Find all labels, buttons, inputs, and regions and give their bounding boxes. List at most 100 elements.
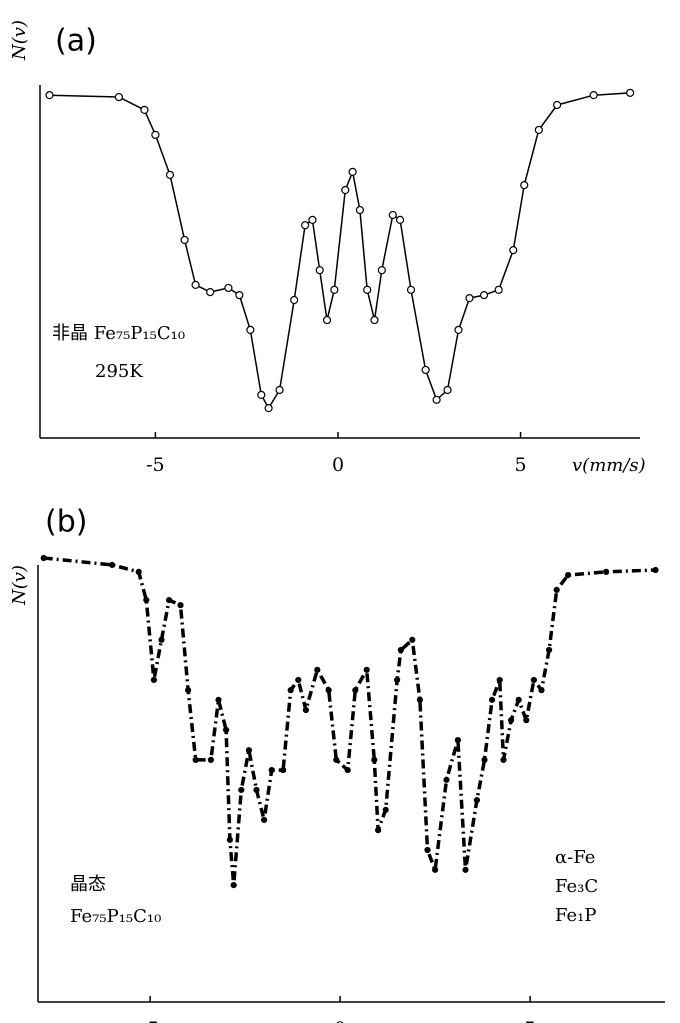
- data-point: [465, 294, 474, 303]
- data-dot: [185, 687, 192, 694]
- data-point: [355, 205, 365, 215]
- data-dot: [325, 687, 332, 694]
- data-dot: [473, 797, 480, 804]
- data-dot: [363, 666, 370, 673]
- data-point: [432, 395, 441, 404]
- data-dot: [226, 836, 233, 843]
- data-dot: [416, 696, 423, 703]
- data-point: [257, 390, 266, 400]
- data-point: [235, 291, 244, 300]
- data-point: [348, 167, 357, 176]
- data-dot: [158, 636, 165, 643]
- spectrum-line: [43, 556, 656, 887]
- data-point: [520, 181, 529, 190]
- data-dot: [462, 866, 469, 873]
- data-dot: [143, 596, 150, 604]
- data-dot: [207, 756, 214, 764]
- data-point: [290, 295, 299, 305]
- annotation: Fe₁P: [555, 905, 596, 926]
- data-point: [454, 325, 463, 334]
- data-point: [494, 285, 503, 294]
- panel-label: (a): [55, 24, 97, 59]
- data-point: [308, 215, 317, 224]
- data-point: [45, 91, 54, 100]
- data-dot: [287, 687, 294, 694]
- data-dot: [489, 696, 496, 703]
- data-dot: [397, 646, 404, 654]
- data-dot: [564, 572, 572, 579]
- x-tick-label: 5: [524, 1018, 536, 1023]
- annotation: 晶态: [70, 874, 106, 895]
- data-dot: [223, 726, 230, 733]
- data-dot: [280, 766, 287, 774]
- data-dot: [230, 882, 237, 889]
- data-dot: [523, 717, 530, 724]
- data-point: [626, 88, 635, 97]
- data-point: [421, 365, 430, 375]
- data-point: [191, 280, 200, 290]
- data-point: [301, 221, 310, 230]
- data-point: [140, 105, 149, 114]
- data-dot: [215, 696, 222, 703]
- data-dot: [496, 676, 503, 684]
- data-dot: [545, 646, 553, 654]
- data-dot: [424, 846, 431, 854]
- data-dot: [515, 696, 522, 703]
- data-dot: [371, 756, 378, 764]
- data-dot: [382, 806, 389, 813]
- data-point: [275, 385, 284, 395]
- data-point: [341, 185, 350, 195]
- data-point: [151, 130, 160, 139]
- data-point: [165, 170, 175, 180]
- data-dot: [652, 566, 659, 574]
- data-point: [114, 92, 123, 102]
- x-tick-label: -5: [141, 1018, 160, 1023]
- data-point: [395, 215, 405, 224]
- data-dot: [344, 766, 351, 774]
- data-dot: [553, 586, 560, 593]
- annotation: Fe₇₅P₁₅C₁₀: [70, 906, 161, 927]
- data-dot: [409, 636, 416, 643]
- data-dot: [253, 786, 260, 794]
- data-point: [363, 285, 372, 294]
- data-dot: [481, 756, 488, 764]
- data-dot: [135, 568, 142, 575]
- data-dot: [108, 561, 116, 569]
- data-dot: [268, 766, 275, 774]
- data-point: [322, 315, 332, 325]
- y-axis-label: N(v): [9, 20, 30, 61]
- x-axis-label: v(mm/s): [572, 455, 646, 476]
- data-point: [330, 285, 339, 294]
- data-dot: [500, 756, 507, 764]
- data-point: [388, 210, 397, 220]
- data-dot: [375, 827, 382, 834]
- data-dot: [177, 602, 184, 609]
- data-dot: [530, 676, 538, 684]
- data-dot: [192, 756, 199, 764]
- data-dot: [443, 776, 450, 783]
- data-dot: [295, 676, 302, 684]
- data-dot: [333, 756, 340, 764]
- x-tick-label: 0: [334, 1018, 346, 1023]
- data-point: [224, 283, 233, 293]
- annotation: α-Fe: [555, 847, 595, 868]
- data-dot: [314, 666, 321, 673]
- data-dot: [538, 687, 545, 694]
- data-dot: [238, 786, 245, 794]
- data-dot: [150, 676, 157, 684]
- data-dot: [394, 676, 401, 684]
- data-point: [206, 287, 215, 297]
- data-point: [315, 266, 324, 275]
- data-point: [534, 125, 543, 135]
- panel-label: (b): [45, 505, 87, 540]
- data-dot: [432, 866, 439, 873]
- data-point: [246, 325, 255, 334]
- data-dot: [166, 596, 173, 604]
- data-point: [443, 385, 452, 395]
- annotation: Fe₃C: [555, 876, 598, 897]
- x-tick-label: -5: [146, 454, 165, 476]
- data-dot: [352, 687, 359, 694]
- data-dot: [302, 706, 309, 714]
- data-point: [264, 404, 273, 413]
